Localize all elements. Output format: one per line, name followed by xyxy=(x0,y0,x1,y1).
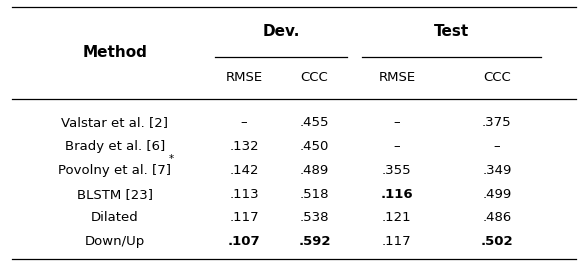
Text: –: – xyxy=(393,116,400,129)
Text: .502: .502 xyxy=(480,235,513,248)
Text: .121: .121 xyxy=(382,211,412,224)
Text: CCC: CCC xyxy=(300,71,329,84)
Text: .486: .486 xyxy=(482,211,512,224)
Text: .592: .592 xyxy=(298,235,331,248)
Text: .116: .116 xyxy=(380,187,413,201)
Text: *: * xyxy=(169,154,174,164)
Text: .355: .355 xyxy=(382,164,412,177)
Text: Valstar et al. [2]: Valstar et al. [2] xyxy=(61,116,168,129)
Text: .132: .132 xyxy=(229,140,259,153)
Text: Method: Method xyxy=(82,45,147,60)
Text: .375: .375 xyxy=(482,116,512,129)
Text: .107: .107 xyxy=(228,235,260,248)
Text: Povolny et al. [7]: Povolny et al. [7] xyxy=(58,164,171,177)
Text: –: – xyxy=(493,140,500,153)
Text: Brady et al. [6]: Brady et al. [6] xyxy=(65,140,165,153)
Text: .349: .349 xyxy=(482,164,512,177)
Text: .499: .499 xyxy=(482,187,512,201)
Text: CCC: CCC xyxy=(483,71,511,84)
Text: .538: .538 xyxy=(300,211,329,224)
Text: Test: Test xyxy=(434,24,469,39)
Text: .113: .113 xyxy=(229,187,259,201)
Text: .117: .117 xyxy=(229,211,259,224)
Text: Dilated: Dilated xyxy=(91,211,139,224)
Text: .142: .142 xyxy=(229,164,259,177)
Text: .518: .518 xyxy=(300,187,329,201)
Text: .489: .489 xyxy=(300,164,329,177)
Text: BLSTM [23]: BLSTM [23] xyxy=(76,187,153,201)
Text: Down/Up: Down/Up xyxy=(85,235,145,248)
Text: .455: .455 xyxy=(300,116,329,129)
Text: –: – xyxy=(240,116,248,129)
Text: RMSE: RMSE xyxy=(378,71,416,84)
Text: –: – xyxy=(393,140,400,153)
Text: Dev.: Dev. xyxy=(262,24,300,39)
Text: .117: .117 xyxy=(382,235,412,248)
Text: .450: .450 xyxy=(300,140,329,153)
Text: RMSE: RMSE xyxy=(225,71,263,84)
